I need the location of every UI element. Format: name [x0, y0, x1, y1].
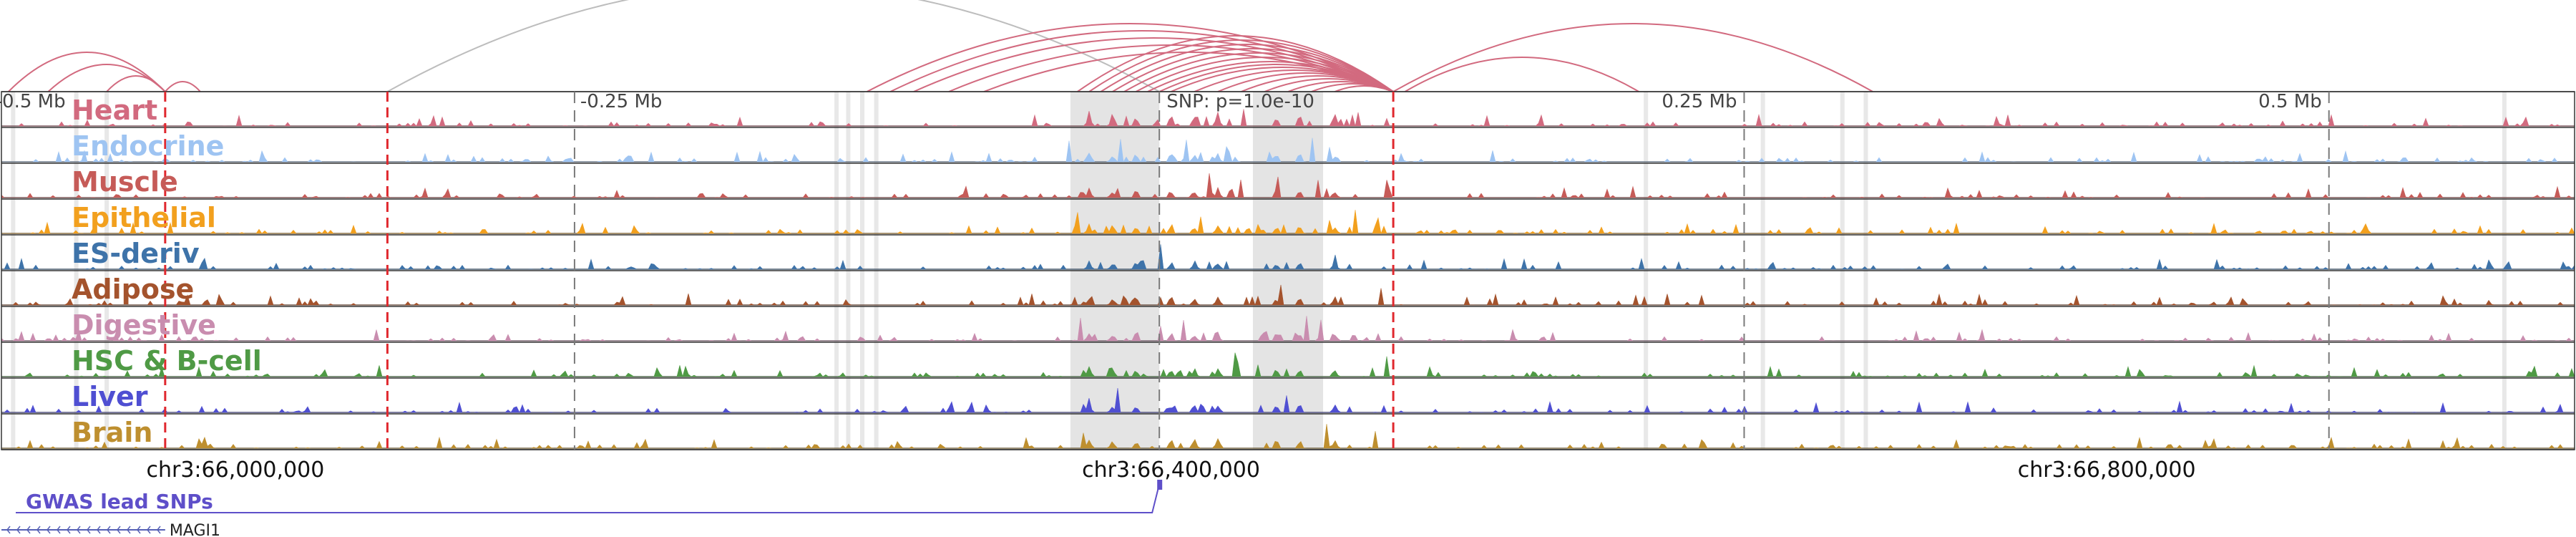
- strand-chevron: [16, 526, 21, 534]
- gwas-track-label: GWAS lead SNPs: [26, 490, 213, 513]
- track-hsc-b-cell: [1, 342, 2575, 378]
- track-label: Heart: [72, 95, 157, 126]
- coordinate-label: chr3:66,000,000: [147, 458, 325, 483]
- track-label: Epithelial: [72, 202, 216, 233]
- loop-arc: [106, 75, 166, 92]
- signal-area: [1, 173, 2575, 198]
- snp-label: SNP: p=1.0e-10: [1166, 91, 1314, 112]
- relative-tick-label: 0.25 Mb: [1662, 91, 1737, 112]
- track-liver: [1, 377, 2575, 413]
- loop-arc: [386, 0, 1160, 92]
- track-label: Muscle: [72, 166, 178, 198]
- strand-chevron: [147, 526, 151, 534]
- tracks-frame: [1, 91, 2575, 450]
- strand-chevron: [36, 526, 41, 534]
- track-labels: Heart Endocrine Muscle Epithelial ES-deriv Ad…: [72, 95, 262, 448]
- strand-chevron: [77, 526, 81, 534]
- coordinate-label: chr3:66,400,000: [1082, 458, 1260, 483]
- loop-arc: [1404, 57, 1639, 92]
- strand-chevron: [26, 526, 31, 534]
- loop-arc: [1077, 35, 1394, 92]
- loop-arc: [1392, 23, 1873, 92]
- track-overlays: -0.5 Mb -0.25 Mb 0.25 Mb 0.5 Mb SNP: p=1.0e-…: [0, 91, 2330, 450]
- track-adipose: [1, 270, 2575, 306]
- signal-area: [1, 284, 2575, 306]
- signal-area: [1, 137, 2575, 163]
- loop-arc: [165, 81, 201, 92]
- track-label: HSC & B-cell: [72, 345, 262, 377]
- relative-tick-label: 0.5 Mb: [2258, 91, 2322, 112]
- strand-chevron: [97, 526, 101, 534]
- loop-arc: [1123, 52, 1394, 92]
- strand-chevron: [67, 526, 71, 534]
- relative-tick-label: -0.25 Mb: [580, 91, 662, 112]
- signal-area: [1, 424, 2575, 449]
- track-label: Digestive: [72, 309, 216, 341]
- track-digestive: [1, 306, 2575, 342]
- gene-magi1: MAGI1: [1, 522, 220, 537]
- loop-arc: [1335, 85, 1394, 92]
- signal-tracks: [1, 91, 2575, 450]
- track-endocrine: [1, 127, 2575, 163]
- gwas-connector: [16, 483, 1161, 513]
- strand-chevron: [87, 526, 91, 534]
- signal-area: [1, 387, 2575, 413]
- loop-arc: [1088, 39, 1394, 92]
- track-es-deriv: [1, 234, 2575, 270]
- chromatin-loops: [8, 0, 1873, 92]
- track-muscle: [1, 163, 2575, 198]
- gene-label: MAGI1: [170, 522, 220, 537]
- signal-area: [1, 210, 2575, 235]
- signal-area: [1, 244, 2575, 270]
- loop-arc: [8, 52, 166, 92]
- track-epithelial: [1, 198, 2575, 235]
- track-brain: [1, 413, 2575, 449]
- strand-chevron: [157, 526, 161, 534]
- track-label: Liver: [72, 381, 148, 412]
- strand-chevron: [127, 526, 131, 534]
- loop-arc: [1100, 44, 1394, 92]
- relative-tick-label: -0.5 Mb: [0, 91, 66, 112]
- loop-arc: [1136, 57, 1394, 92]
- signal-area: [1, 352, 2575, 378]
- coordinate-axis: chr3:66,000,000 chr3:66,400,000 chr3:66,80…: [16, 458, 2196, 513]
- signal-area: [1, 109, 2575, 127]
- track-label: Adipose: [72, 274, 194, 305]
- strand-chevron: [117, 526, 121, 534]
- track-label: ES-deriv: [72, 238, 200, 269]
- strand-chevron: [107, 526, 111, 534]
- strand-chevron: [6, 526, 11, 534]
- track-label: Brain: [72, 417, 152, 448]
- strand-chevron: [57, 526, 61, 534]
- gwas-snp-marker: [1157, 480, 1163, 490]
- strand-chevron: [137, 526, 141, 534]
- strand-chevron: [47, 526, 51, 534]
- gene-track: MAGI1SLC25A26LRIG1: [1, 522, 220, 537]
- signal-area: [1, 316, 2575, 342]
- loop-arc: [1112, 48, 1394, 92]
- coordinate-label: chr3:66,800,000: [2018, 458, 2196, 483]
- track-label: Endocrine: [72, 130, 224, 162]
